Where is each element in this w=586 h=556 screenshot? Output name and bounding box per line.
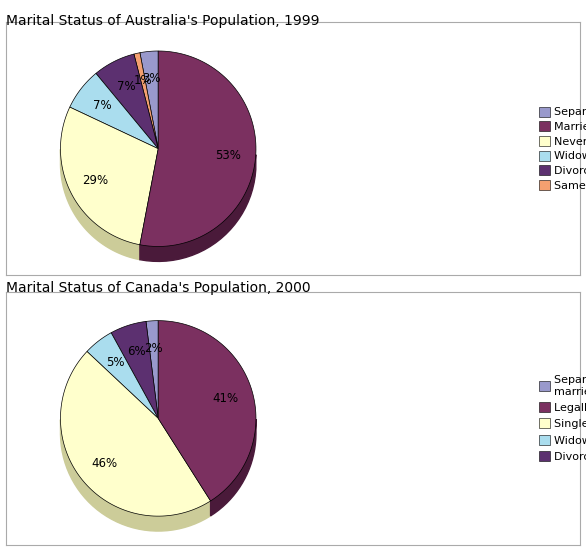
Text: 41%: 41% xyxy=(213,392,239,405)
Text: 3%: 3% xyxy=(142,72,161,85)
Polygon shape xyxy=(96,54,158,148)
Text: 7%: 7% xyxy=(93,99,112,112)
Text: 29%: 29% xyxy=(83,174,108,187)
Polygon shape xyxy=(134,53,158,148)
Text: 46%: 46% xyxy=(91,456,117,470)
Polygon shape xyxy=(140,51,256,246)
Polygon shape xyxy=(60,107,158,245)
Polygon shape xyxy=(70,73,158,148)
Polygon shape xyxy=(158,321,256,501)
Text: 53%: 53% xyxy=(215,149,241,162)
Text: 6%: 6% xyxy=(127,345,146,358)
Legend: Separated but not divorced  3%, Married  53%, Never married  29%, Widowed  7%, D: Separated but not divorced 3%, Married 5… xyxy=(536,105,586,193)
Text: Marital Status of Canada's Population, 2000: Marital Status of Canada's Population, 2… xyxy=(6,281,311,295)
Polygon shape xyxy=(111,321,158,418)
Text: 1%: 1% xyxy=(134,73,152,87)
Text: Marital Status of Australia's Population, 1999: Marital Status of Australia's Population… xyxy=(6,14,319,28)
Text: 5%: 5% xyxy=(106,356,124,369)
Polygon shape xyxy=(140,155,255,261)
Legend: Separated but still legally
married  2%, Legally Married  41%, Single  46%, Wido: Separated but still legally married 2%, … xyxy=(536,373,586,464)
Polygon shape xyxy=(146,321,158,418)
Polygon shape xyxy=(210,419,256,516)
Polygon shape xyxy=(140,51,158,148)
Text: 7%: 7% xyxy=(117,80,135,92)
Polygon shape xyxy=(60,420,210,531)
Text: 2%: 2% xyxy=(145,341,163,355)
Polygon shape xyxy=(60,150,140,260)
Polygon shape xyxy=(60,351,210,516)
Polygon shape xyxy=(87,332,158,418)
